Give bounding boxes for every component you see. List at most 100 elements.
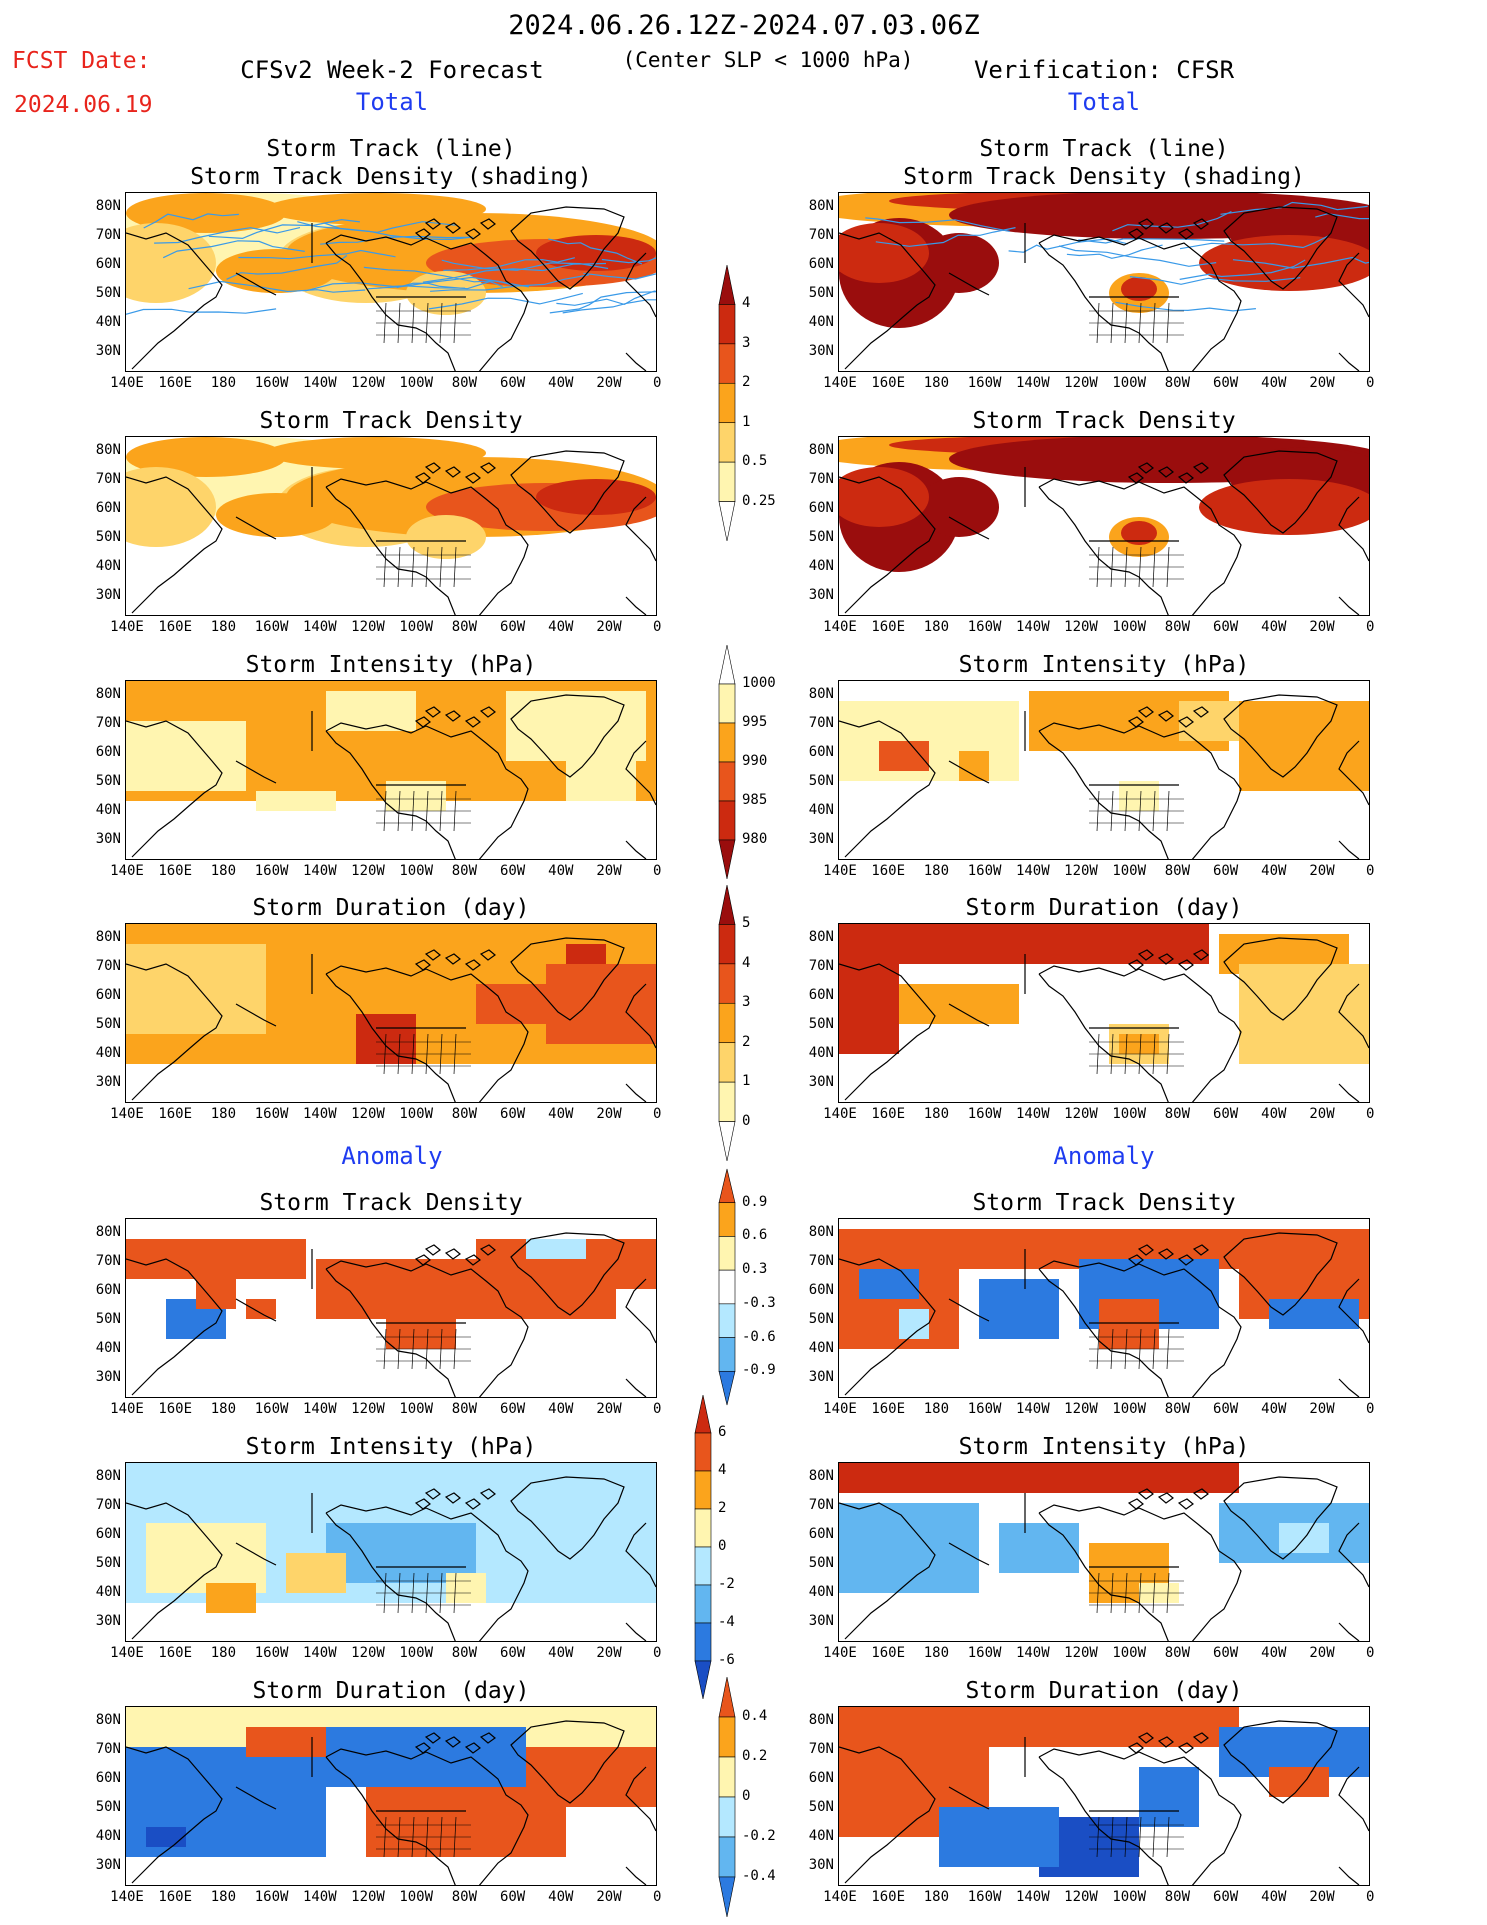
lon-label: 140E <box>823 1106 857 1122</box>
panel-title-duration-anom-fcst: Storm Duration (day) <box>252 1678 530 1704</box>
lon-label: 80W <box>1164 375 1191 391</box>
lon-label: 100W <box>399 619 434 635</box>
lat-label: 30N <box>808 343 834 359</box>
lon-label: 40W <box>1261 863 1287 879</box>
lon-label: 100W <box>399 1645 434 1661</box>
lon-label: 20W <box>1309 375 1335 391</box>
lat-label: 80N <box>95 442 121 458</box>
lat-label: 60N <box>95 1526 121 1542</box>
lat-label: 40N <box>95 1045 121 1061</box>
lon-label: 140E <box>110 1645 144 1661</box>
lon-label: 160W <box>254 863 289 879</box>
map-duration-anom-fcst <box>125 1706 657 1886</box>
lon-label: 160W <box>254 375 289 391</box>
map-duration-total-fcst <box>125 923 657 1103</box>
lon-label: 180 <box>923 619 950 635</box>
lat-label: 50N <box>808 773 834 789</box>
colorbar-label: 1000 <box>742 675 776 691</box>
lat-label: 30N <box>95 1369 121 1385</box>
lon-label: 60W <box>499 1106 526 1122</box>
lat-label: 60N <box>95 987 121 1003</box>
lon-label: 140E <box>823 1401 857 1417</box>
lon-label: 140W <box>302 375 337 391</box>
lat-label: 40N <box>95 558 121 574</box>
map-intensity-anom-verif <box>838 1462 1370 1642</box>
colorbar-label: -2 <box>718 1576 735 1592</box>
lat-label: 80N <box>95 1224 121 1240</box>
lon-label: 40W <box>548 1106 574 1122</box>
lon-label: 160W <box>967 1401 1002 1417</box>
lat-label: 50N <box>808 1555 834 1571</box>
lon-label: 180 <box>210 1889 237 1905</box>
lat-label: 50N <box>95 773 121 789</box>
panel-title-track-fcst: Storm Track Density (shading) <box>190 164 592 190</box>
colorbar-label: 985 <box>742 792 768 808</box>
lon-label: 60W <box>499 1645 526 1661</box>
lon-label: 0 <box>1365 863 1375 879</box>
colorbar-label: 980 <box>742 831 768 847</box>
lon-label: 120W <box>1064 375 1098 391</box>
lon-label: 80W <box>1164 1401 1191 1417</box>
lat-label: 30N <box>95 587 121 603</box>
lon-label: 80W <box>1164 863 1191 879</box>
colorbar-label: 4 <box>718 1462 727 1478</box>
lon-label: 180 <box>923 1106 950 1122</box>
lon-label: 80W <box>451 1106 478 1122</box>
lon-label: 20W <box>1309 619 1335 635</box>
lon-label: 100W <box>1112 863 1147 879</box>
lat-label: 60N <box>808 256 834 272</box>
lat-label: 80N <box>808 442 834 458</box>
anomaly-label-left: Anomaly <box>341 1142 443 1170</box>
lat-label: 50N <box>95 529 121 545</box>
map-duration-total-verif <box>838 923 1370 1103</box>
lon-label: 0 <box>652 619 662 635</box>
lat-label: 70N <box>95 715 121 731</box>
lon-label: 120W <box>351 375 385 391</box>
lon-label: 120W <box>1064 1645 1098 1661</box>
lon-label: 120W <box>1064 1889 1098 1905</box>
lon-label: 180 <box>923 863 950 879</box>
lat-label: 80N <box>808 198 834 214</box>
lon-label: 100W <box>1112 1645 1147 1661</box>
lat-label: 50N <box>808 1016 834 1032</box>
lon-label: 140E <box>823 375 857 391</box>
lon-label: 160E <box>871 619 906 635</box>
anomaly-label-right: Anomaly <box>1053 1142 1155 1170</box>
lon-label: 140E <box>823 1889 857 1905</box>
lon-label: 180 <box>923 1645 950 1661</box>
lat-label: 70N <box>95 1253 121 1269</box>
lon-label: 140E <box>110 863 144 879</box>
lon-label: 100W <box>1112 1106 1147 1122</box>
map-density-anom-fcst <box>125 1218 657 1398</box>
lon-label: 80W <box>451 1889 478 1905</box>
colorbar-label: 4 <box>742 954 751 971</box>
colorbar-label: -6 <box>718 1652 735 1668</box>
lon-label: 160W <box>254 1401 289 1417</box>
lon-label: 160W <box>254 619 289 635</box>
period-title: 2024.06.26.12Z-2024.07.03.06Z <box>508 10 980 41</box>
lon-label: 60W <box>499 375 526 391</box>
lon-label: 160W <box>967 1889 1002 1905</box>
colorbar-label: 0.2 <box>742 1748 768 1764</box>
lat-label: 40N <box>808 1045 834 1061</box>
map-intensity-total-fcst <box>125 680 657 860</box>
lon-label: 140W <box>1015 619 1050 635</box>
lon-label: 80W <box>451 1401 478 1417</box>
lon-label: 0 <box>1365 1645 1375 1661</box>
panel-title-duration-total-verif: Storm Duration (day) <box>965 895 1243 921</box>
map-track-fcst <box>125 192 657 372</box>
panel-title-intensity-total-verif: Storm Intensity (hPa) <box>958 652 1250 678</box>
lon-label: 140E <box>110 1401 144 1417</box>
lat-label: 30N <box>808 587 834 603</box>
colorbar-duration-total <box>718 884 736 1166</box>
lon-label: 80W <box>451 1645 478 1661</box>
lat-label: 60N <box>808 744 834 760</box>
lon-label: 0 <box>1365 1401 1375 1417</box>
colorbar-density-anom <box>718 1168 736 1410</box>
lat-label: 40N <box>95 1340 121 1356</box>
lon-label: 140W <box>1015 1645 1050 1661</box>
colorbar-label: 0.5 <box>742 453 768 470</box>
colorbar-label: 990 <box>742 753 768 769</box>
colorbar-label: 0.4 <box>742 1708 768 1724</box>
fcst-date-label: FCST Date: <box>12 48 151 74</box>
